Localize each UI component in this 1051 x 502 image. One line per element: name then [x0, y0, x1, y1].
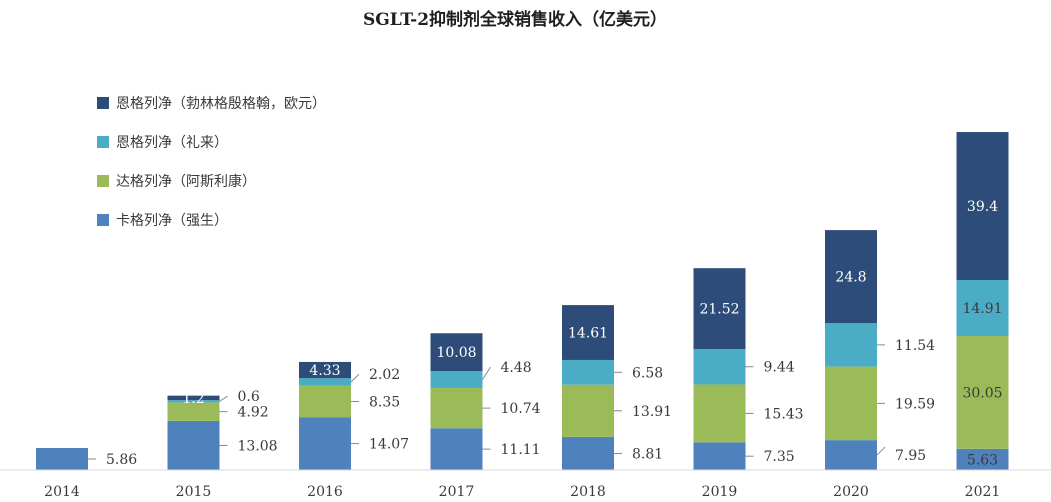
bar-segment [825, 440, 877, 470]
bar-segment [430, 387, 483, 429]
bar-segment [693, 442, 746, 470]
data-label: 19.59 [895, 396, 935, 412]
bar-segment [562, 305, 614, 360]
x-tick-label: 2017 [439, 484, 475, 500]
bar-segment [299, 385, 351, 418]
legend-swatch [97, 214, 109, 226]
legend-label: 恩格列净（勃林格殷格翰，欧元） [116, 96, 326, 112]
chart-title: SGLT-2抑制剂全球销售收入（亿美元） [363, 9, 667, 30]
x-tick-label: 2016 [307, 484, 343, 500]
data-label: 24.8 [835, 270, 866, 286]
bar-segment [956, 280, 1009, 337]
x-tick-label: 2015 [176, 484, 212, 500]
bar-segment [430, 371, 483, 388]
bar-segment [167, 420, 220, 470]
data-label: 39.4 [967, 199, 998, 215]
bar-segment [956, 336, 1009, 449]
x-tick-label: 2014 [44, 484, 80, 500]
legend-label: 卡格列净（强生） [116, 213, 228, 229]
data-label: 0.6 [238, 389, 260, 405]
data-label: 11.11 [501, 442, 541, 458]
legend-swatch [97, 175, 109, 187]
data-label: 15.43 [764, 406, 804, 422]
data-label: 10.08 [436, 345, 476, 361]
data-label: 14.07 [369, 437, 409, 453]
data-label: 4.33 [309, 363, 340, 379]
data-label: 9.44 [764, 360, 795, 376]
data-label: 6.58 [632, 365, 663, 381]
data-label: 1.2 [182, 391, 204, 407]
bar-segment [825, 366, 877, 441]
data-label: 14.91 [962, 301, 1002, 317]
data-label: 30.05 [962, 385, 1002, 401]
bar-segment [299, 361, 351, 379]
bar-segment [167, 400, 220, 403]
bar-segment [693, 268, 746, 349]
leader-line [876, 446, 886, 456]
data-label: 7.95 [895, 448, 926, 464]
data-label: 11.54 [895, 338, 935, 354]
bar-segment [825, 323, 877, 367]
leader-line [350, 373, 360, 383]
bar-segment [825, 230, 877, 324]
bar-segment [562, 436, 614, 470]
data-label: 13.91 [632, 404, 672, 420]
data-label: 5.63 [967, 452, 998, 468]
bar-segment [562, 359, 614, 385]
legend-swatch [97, 136, 109, 148]
bar-segment [299, 417, 351, 470]
bar-segment [693, 384, 746, 443]
data-label: 7.35 [764, 449, 795, 465]
x-tick-label: 2019 [702, 484, 738, 500]
data-label: 4.92 [238, 405, 269, 421]
legend-label: 达格列净（阿斯利康） [116, 173, 256, 190]
leader-line [482, 366, 491, 380]
x-tick-label: 2020 [833, 484, 869, 500]
x-tick-label: 2018 [570, 484, 606, 500]
data-label: 21.52 [699, 302, 739, 318]
data-label: 8.35 [369, 394, 400, 410]
x-tick-label: 2021 [965, 484, 1001, 500]
data-labels: 5.86 13.08 4.920.6 1.2 14.07 8.35 2.02 4.33 11.1… [88, 199, 1003, 468]
x-axis-ticks: 2014 2015 2016 2017 2018 2019 2020 2021 [44, 484, 1000, 500]
data-label: 4.48 [501, 360, 532, 376]
bar-segment [956, 132, 1009, 281]
bar-segment [693, 348, 746, 385]
bar-segment [430, 333, 483, 372]
bar-segment [562, 384, 614, 437]
data-label: 13.08 [238, 438, 278, 454]
bar-segment [36, 447, 88, 470]
bars [36, 132, 1009, 470]
bar-segment [430, 428, 483, 470]
bar-segment [299, 378, 351, 386]
bar-segment [956, 448, 1009, 470]
legend-label: 恩格列净（礼来） [116, 135, 228, 151]
data-label: 8.81 [632, 446, 663, 462]
data-label: 14.61 [568, 326, 608, 342]
data-label: 10.74 [501, 401, 541, 417]
bar-segment [167, 402, 220, 421]
bar-segment [167, 395, 220, 401]
data-label: 2.02 [369, 367, 400, 383]
data-label: 5.86 [106, 452, 137, 468]
legend-swatch [97, 97, 109, 109]
leader-line [219, 395, 228, 402]
legend: 恩格列净（勃林格殷格翰，欧元） 恩格列净（礼来） 达格列净（阿斯利康） 卡格列净（强生… [97, 96, 326, 229]
